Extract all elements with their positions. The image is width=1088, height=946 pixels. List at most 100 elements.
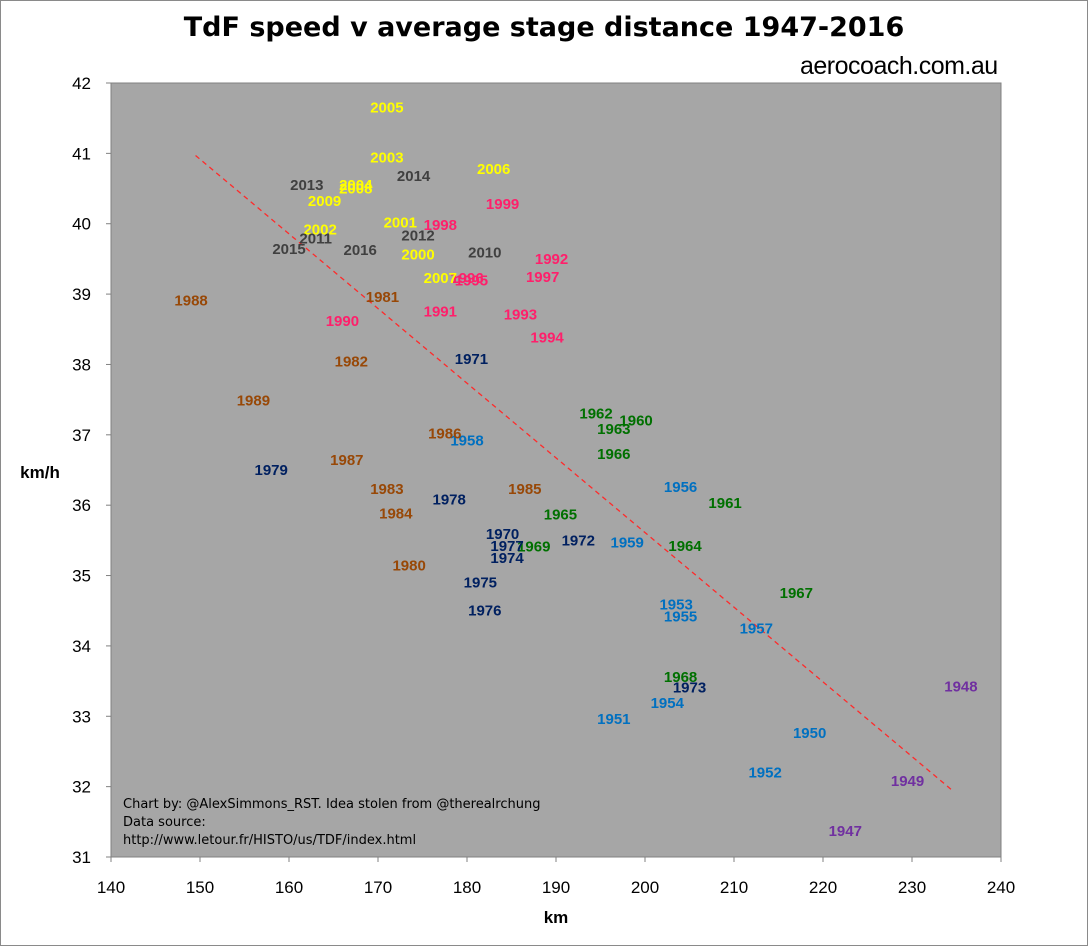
- point-label-1976: 1976: [468, 603, 501, 620]
- y-tick-label: 31: [72, 848, 91, 867]
- x-tick-label: 240: [987, 878, 1015, 897]
- point-label-2000: 2000: [401, 247, 434, 264]
- point-label-1958: 1958: [450, 432, 483, 449]
- point-label-1950: 1950: [793, 725, 826, 742]
- point-label-1983: 1983: [370, 481, 403, 498]
- trendline: [195, 154, 953, 791]
- point-label-1978: 1978: [433, 492, 466, 509]
- data-labels: 1947 1948 1949 1950 1951 1952 1953 1954 1955 1956…: [174, 100, 977, 840]
- point-label-2006: 2006: [477, 161, 510, 178]
- point-label-1974: 1974: [490, 550, 524, 567]
- point-label-1968: 1968: [664, 669, 697, 686]
- point-label-1966: 1966: [597, 446, 630, 463]
- point-label-1981: 1981: [366, 289, 399, 306]
- watermark-text: aerocoach.com.au: [800, 52, 998, 80]
- point-label-1975: 1975: [464, 575, 497, 592]
- y-tick-label: 41: [72, 144, 91, 163]
- point-label-2003: 2003: [370, 150, 403, 167]
- x-tick-label: 180: [453, 878, 481, 897]
- x-tick-label: 220: [809, 878, 837, 897]
- point-label-1948: 1948: [944, 679, 977, 696]
- point-label-1997: 1997: [526, 269, 559, 286]
- point-label-1964: 1964: [668, 538, 702, 555]
- point-label-2002: 2002: [303, 221, 336, 238]
- point-label-1951: 1951: [597, 711, 630, 728]
- point-label-2005: 2005: [370, 100, 403, 117]
- x-tick-label: 190: [542, 878, 570, 897]
- x-tick-label: 150: [186, 878, 214, 897]
- point-label-2014: 2014: [397, 168, 431, 185]
- credit-line-1: Chart by: @AlexSimmons_RST. Idea stolen …: [123, 797, 541, 812]
- y-axis-label: km/h: [20, 463, 60, 482]
- credit-line-2: Data source:: [123, 815, 206, 830]
- point-label-1963: 1963: [597, 421, 630, 438]
- y-tick-label: 40: [72, 215, 91, 234]
- point-label-1954: 1954: [651, 695, 685, 712]
- point-label-1947: 1947: [829, 823, 862, 840]
- y-tick-label: 35: [72, 567, 91, 586]
- x-axis-label: km: [544, 908, 569, 927]
- point-label-1972: 1972: [562, 532, 595, 549]
- y-tick-label: 37: [72, 426, 91, 445]
- y-tick-label: 39: [72, 285, 91, 304]
- point-label-1953: 1953: [659, 596, 692, 613]
- point-label-2016: 2016: [344, 242, 377, 259]
- point-label-1952: 1952: [748, 765, 781, 782]
- y-tick-label: 32: [72, 778, 91, 797]
- point-label-2011: 2011: [299, 231, 332, 248]
- point-label-2010: 2010: [468, 245, 501, 262]
- point-label-1998: 1998: [424, 217, 457, 234]
- x-tick-label: 210: [720, 878, 748, 897]
- point-label-1999: 1999: [486, 196, 519, 213]
- point-label-1967: 1967: [780, 585, 813, 602]
- point-label-1987: 1987: [330, 452, 363, 469]
- point-label-1965: 1965: [544, 506, 577, 523]
- point-label-1960: 1960: [619, 413, 652, 430]
- point-label-1990: 1990: [326, 313, 359, 330]
- credit-note: Chart by: @AlexSimmons_RST. Idea stolen …: [123, 796, 540, 850]
- point-label-1955: 1955: [664, 608, 697, 625]
- x-tick-label: 230: [898, 878, 926, 897]
- point-label-1949: 1949: [891, 773, 924, 790]
- y-tick-label: 33: [72, 707, 91, 726]
- chart-title: TdF speed v average stage distance 1947-…: [183, 12, 905, 43]
- y-tick-label: 42: [72, 74, 91, 93]
- point-label-1988: 1988: [174, 292, 207, 309]
- point-label-1984: 1984: [379, 506, 413, 523]
- point-label-1995: 1995: [455, 273, 488, 290]
- point-label-1973: 1973: [673, 679, 706, 696]
- y-tick-label: 38: [72, 355, 91, 374]
- point-label-1971: 1971: [455, 351, 488, 368]
- credit-line-3: http://www.letour.fr/HISTO/us/TDF/index.…: [123, 833, 417, 848]
- point-label-2004: 2004: [339, 177, 373, 194]
- point-label-1982: 1982: [335, 354, 368, 371]
- point-label-1961: 1961: [708, 495, 741, 512]
- point-label-1985: 1985: [508, 481, 541, 498]
- point-label-1977: 1977: [490, 538, 523, 555]
- point-label-1993: 1993: [504, 306, 537, 323]
- point-label-1969: 1969: [517, 539, 550, 556]
- point-label-2012: 2012: [401, 228, 434, 245]
- point-label-1989: 1989: [237, 392, 270, 409]
- point-label-2009: 2009: [308, 193, 341, 210]
- point-label-2001: 2001: [384, 214, 417, 231]
- point-label-2007: 2007: [424, 270, 457, 287]
- point-label-1986: 1986: [428, 425, 461, 442]
- point-label-2015: 2015: [272, 241, 305, 258]
- point-label-1980: 1980: [392, 558, 425, 575]
- point-label-1962: 1962: [579, 406, 612, 423]
- point-label-1970: 1970: [486, 526, 519, 543]
- axes: 140 150 160 170 180 190 200 210 220 230 240 31 32 33 3…: [72, 74, 1015, 897]
- point-label-1959: 1959: [611, 534, 644, 551]
- point-label-2013: 2013: [290, 177, 323, 194]
- x-tick-label: 140: [97, 878, 125, 897]
- point-label-1996: 1996: [450, 270, 483, 287]
- plot-area: [110, 82, 1002, 858]
- point-label-1992: 1992: [535, 251, 568, 268]
- point-label-1979: 1979: [255, 462, 288, 479]
- y-tick-label: 36: [72, 496, 91, 515]
- x-tick-label: 160: [275, 878, 303, 897]
- x-tick-label: 200: [631, 878, 659, 897]
- y-tick-label: 34: [72, 637, 91, 656]
